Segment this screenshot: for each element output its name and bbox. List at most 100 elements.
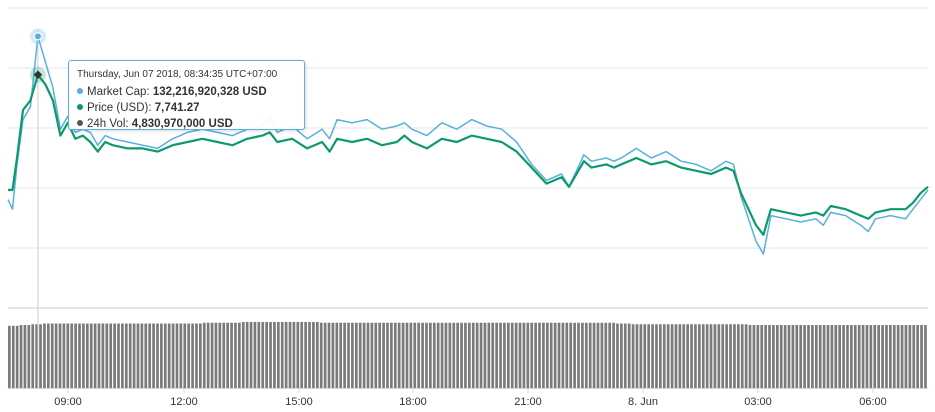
volume-bar [830, 325, 834, 388]
volume-bar [503, 322, 506, 388]
tooltip-market-cap-value: 132,216,920,328 USD [152, 86, 267, 98]
volume-bar [834, 325, 838, 388]
volume-bar [27, 325, 31, 388]
volume-bar [768, 325, 771, 388]
volume-bar [245, 322, 249, 388]
volume-bar [167, 323, 171, 388]
x-tick-label: 09:00 [54, 396, 82, 408]
volume-bar [877, 325, 881, 388]
volume-bar [413, 322, 417, 388]
volume-bar [752, 325, 756, 388]
volume-bar [916, 325, 920, 388]
volume-bar [647, 324, 651, 388]
volume-bar [651, 324, 654, 388]
volume-bar [436, 322, 440, 388]
volume-bar [339, 322, 343, 388]
tooltip-title: Thursday, Jun 07 2018, 08:34:35 UTC+07:0… [77, 69, 278, 80]
volume-bar [666, 324, 670, 388]
volume-bar [744, 324, 748, 388]
volume-bar [581, 322, 584, 388]
hover-crosshair [29, 28, 46, 388]
volume-bar [444, 322, 448, 388]
volume-bar [323, 322, 327, 388]
volume-bar [101, 323, 105, 388]
volume-bar [152, 323, 155, 388]
volume-bar [729, 324, 732, 388]
volume-bar [760, 325, 764, 388]
volume-bar [553, 322, 557, 388]
volume-bar [464, 322, 467, 388]
volume-bar [518, 322, 522, 388]
volume-bar [892, 325, 896, 388]
volume-bar [678, 324, 682, 388]
volume-bar [354, 322, 358, 388]
volume-bar [627, 323, 631, 388]
volume-bar [635, 324, 639, 388]
volume-bar [335, 322, 339, 388]
market-cap-marker [33, 32, 42, 41]
volume-bar [39, 324, 42, 388]
volume-bar [351, 322, 354, 388]
volume-bar [514, 322, 518, 388]
x-tick-label: 03:00 [744, 396, 772, 408]
volume-bar [393, 322, 397, 388]
volume-bar [54, 323, 58, 388]
volume-bar [409, 322, 413, 388]
tooltip-row-volume: 24h Vol: 4,830,970,000 USD [77, 116, 296, 132]
volume-bar [74, 323, 77, 388]
volume-bar [842, 325, 845, 388]
volume-bar [701, 324, 705, 388]
volume-bar [230, 322, 233, 388]
volume-bar [826, 325, 830, 388]
series-lines [7, 35, 929, 255]
volume-bar [799, 325, 803, 388]
volume-bar [390, 322, 393, 388]
volume-dot-icon [77, 120, 83, 126]
price-marker [33, 70, 43, 80]
volume-bar [93, 323, 97, 388]
volume-bar [265, 322, 268, 388]
volume-bar [545, 322, 549, 388]
volume-bar [577, 322, 580, 388]
volume-bar [791, 325, 795, 388]
volume-bar [846, 325, 849, 388]
volume-bar [662, 324, 666, 388]
tooltip-price-value: 7,741.27 [154, 102, 200, 114]
volume-bar [156, 323, 159, 388]
volume-bar [214, 322, 218, 388]
volume-bar [861, 325, 865, 388]
volume-bar [483, 322, 487, 388]
volume-bar [62, 323, 66, 388]
volume-bar [865, 325, 869, 388]
volume-bar [811, 325, 814, 388]
volume-bar [698, 324, 701, 388]
volume-bar [803, 325, 806, 388]
volume-bar [900, 325, 904, 388]
volume-bar [296, 322, 300, 388]
volume-bar [288, 322, 292, 388]
volume-bar [187, 323, 191, 388]
volume-bar [795, 325, 799, 388]
volume-bar [604, 322, 608, 388]
volume-bar [327, 322, 331, 388]
volume-bar [175, 323, 179, 388]
volume-bar [226, 322, 230, 388]
volume-bar [171, 323, 175, 388]
tooltip-volume-value: 4,830,970,000 USD [131, 118, 233, 130]
volume-bar [97, 323, 101, 388]
volume-bar [530, 322, 534, 388]
volume-bar [261, 322, 265, 388]
volume-bar [144, 323, 148, 388]
volume-bar [319, 322, 323, 388]
volume-bar [417, 322, 421, 388]
volume-bar [596, 322, 600, 388]
volume-bar [378, 322, 382, 388]
volume-bar [312, 322, 315, 388]
volume-bar [11, 325, 15, 388]
volume-bar [522, 322, 526, 388]
volume-bar [573, 322, 576, 388]
volume-bar [448, 322, 452, 388]
volume-bar [218, 322, 222, 388]
volume-bar [495, 322, 498, 388]
volume-bar [31, 324, 35, 388]
